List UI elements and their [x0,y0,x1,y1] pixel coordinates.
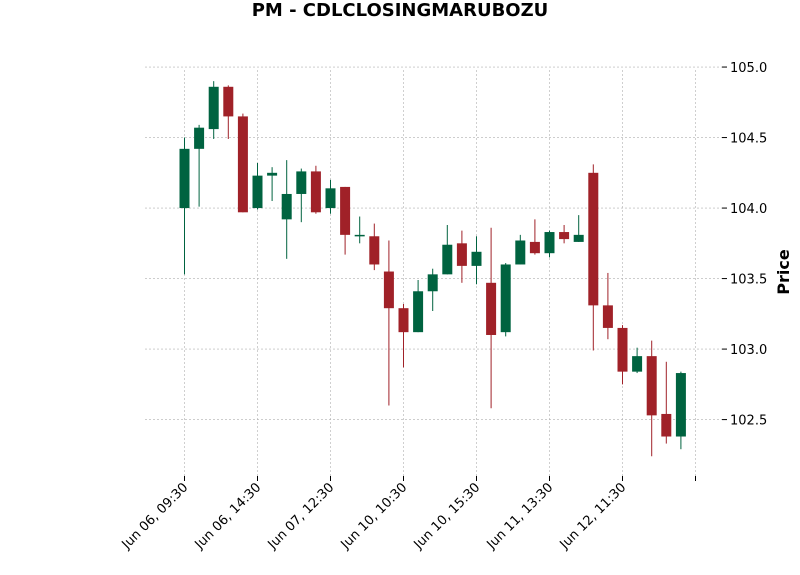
x-tick-label: Jun 12, 11:30 [557,480,630,553]
axis-layer: 102.5 103.0 103.5 104.0 104.5 105.0 Jun 06, 09… [119,61,768,553]
candle-body-up [471,251,482,266]
candle-body-up [515,240,526,265]
candle-body-down [529,241,540,254]
candle-body-up [208,86,219,130]
candle-body-down [237,116,248,213]
x-tick-label: Jun 11, 13:30 [484,480,557,553]
x-tick-label: Jun 10, 15:30 [411,480,484,553]
y-tick-label: 105.0 [730,61,767,76]
candle-body-down [661,413,672,437]
y-tick-label: 103.0 [730,343,767,358]
chart-title: PM - CDLCLOSINGMARUBOZU [251,0,549,21]
x-tick-label: Jun 06, 09:30 [119,480,192,553]
candle-body-down [617,327,628,372]
candle-body-up [675,373,686,437]
y-axis-label: Price [774,249,793,295]
x-tick-label: Jun 06, 14:30 [192,480,265,553]
candle-body-down [588,172,599,306]
grid-layer [145,66,722,476]
candle-body-up [179,148,190,209]
candle-body-up [194,127,205,149]
candle-body-down [456,243,467,266]
candle-layer [179,81,686,457]
y-tick-label: 103.5 [730,273,767,288]
candle-body-down [369,236,380,265]
candle-body-down [340,186,351,235]
candle-body-up [442,244,453,275]
y-tick-label: 104.5 [730,132,767,147]
candle-body-down [310,171,321,213]
candle-body-down [559,232,570,240]
x-tick-label: Jun 10, 10:30 [338,480,411,553]
candle-body-down [223,86,234,117]
candle-body-down [383,271,394,309]
candle-body-up [325,188,336,209]
candle-body-down [398,308,409,333]
candle-body-down [646,356,657,416]
y-tick-label: 102.5 [730,414,767,429]
candle-body-up [427,274,438,292]
candle-body-up [413,291,424,333]
candle-body-up [267,172,278,176]
candle-body-up [252,175,263,209]
x-tick-label: Jun 07, 12:30 [265,480,338,553]
candle-body-up [544,232,555,254]
candle-body-down [486,282,497,335]
candle-body-up [296,171,307,194]
candle-body-up [354,234,365,237]
candle-body-up [500,264,511,333]
candle-body-down [602,305,613,328]
candle-body-up [573,234,584,242]
y-tick-label: 104.0 [730,202,767,217]
candle-body-up [281,193,292,220]
candle-body-up [632,356,643,372]
